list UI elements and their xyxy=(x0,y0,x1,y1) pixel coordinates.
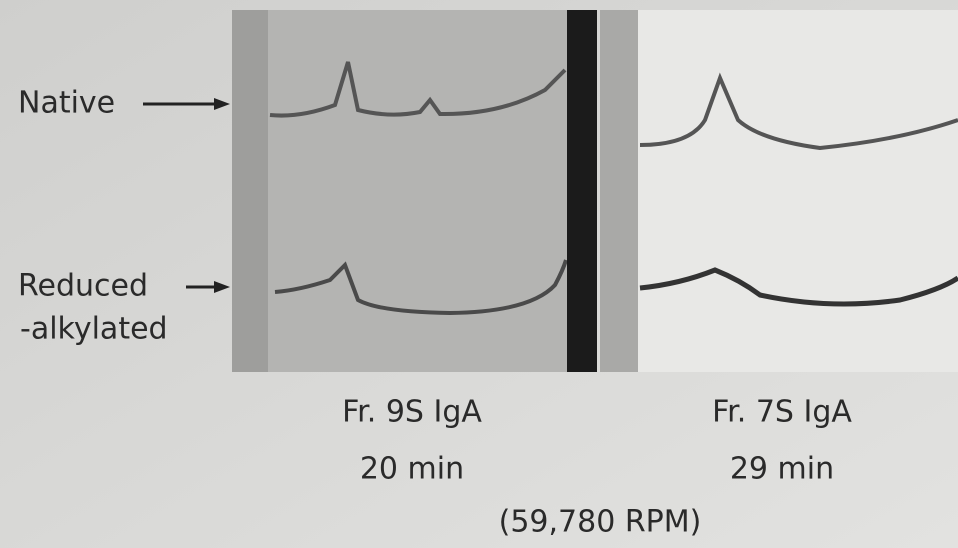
curve-reduced-9s xyxy=(274,259,568,316)
panel-right-edge xyxy=(600,10,638,372)
arrows xyxy=(143,98,230,293)
panel-right xyxy=(600,10,958,372)
label-alkylated: -alkylated xyxy=(20,312,168,347)
panel-time: 29 min xyxy=(730,452,834,487)
divider xyxy=(567,10,597,372)
curve-native-7s xyxy=(639,72,958,151)
panel-left xyxy=(232,10,568,372)
panel-left-edge xyxy=(232,10,268,372)
curve-reduced-7s xyxy=(639,267,958,307)
label-native: Native xyxy=(18,86,115,121)
panel-fraction: Fr. 7S IgA xyxy=(712,395,852,430)
speed-label: (59,780 RPM) xyxy=(499,505,702,540)
panel-fraction: Fr. 9S IgA xyxy=(342,395,482,430)
curve-native-9s xyxy=(269,61,567,118)
panel-time: 20 min xyxy=(360,452,464,487)
label-reduced: Reduced xyxy=(18,269,148,304)
